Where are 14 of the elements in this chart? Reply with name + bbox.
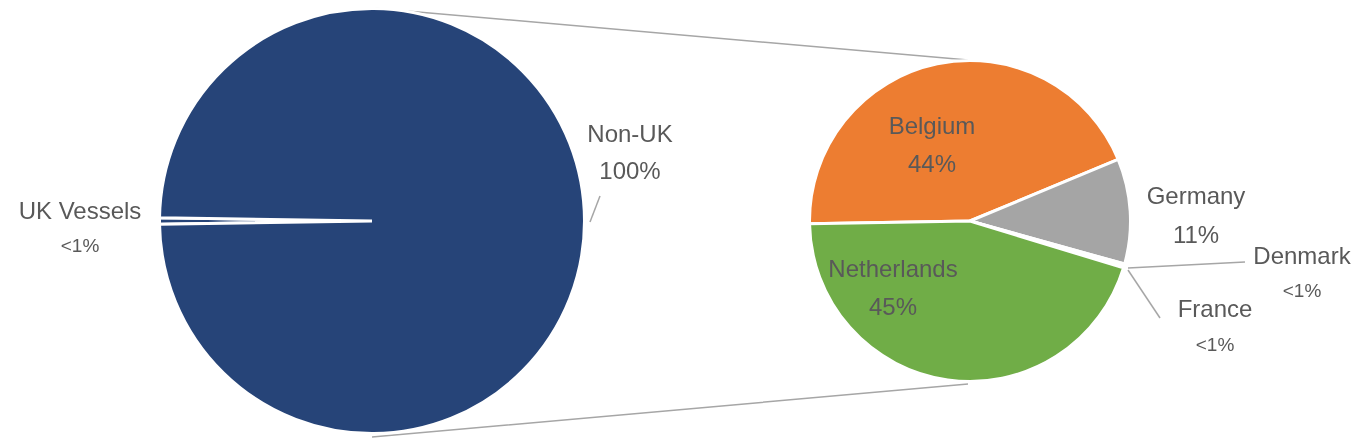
slice-label: Belgium [888, 111, 976, 139]
slice-label: Germany [1146, 181, 1246, 209]
data-label: 45% [868, 292, 918, 320]
data-label: 44% [907, 149, 957, 177]
slice-label: Non-UK [587, 119, 673, 147]
data-label: <1% [60, 235, 100, 257]
slice-label: Denmark [1253, 241, 1352, 269]
data-label: <1% [1282, 280, 1322, 302]
slice-label: France [1177, 294, 1253, 322]
data-label: 11% [1172, 220, 1220, 248]
slice-label: Netherlands [828, 254, 958, 282]
data-label: <1% [1195, 334, 1235, 356]
slice-label: UK Vessels [18, 196, 142, 224]
data-label: 100% [599, 156, 661, 184]
